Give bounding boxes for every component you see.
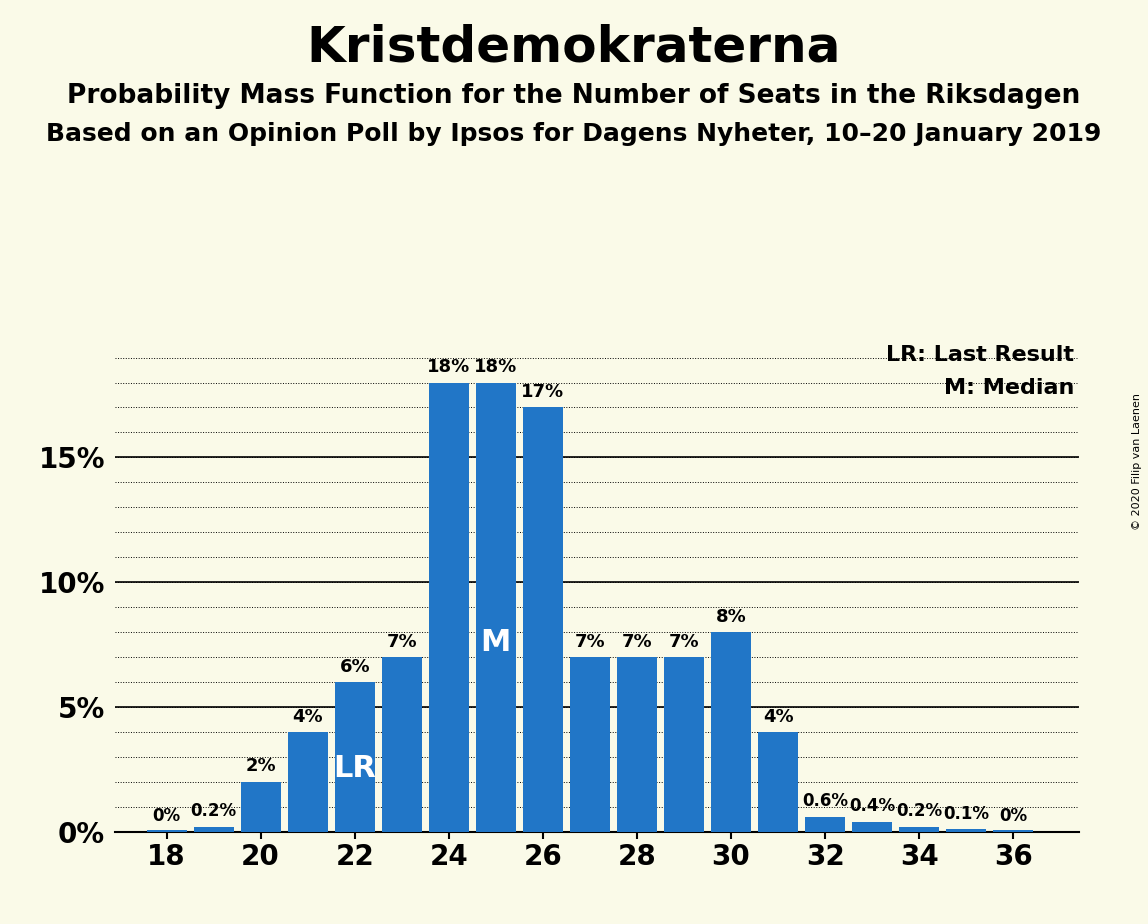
Text: Probability Mass Function for the Number of Seats in the Riksdagen: Probability Mass Function for the Number… [68, 83, 1080, 109]
Bar [429, 383, 468, 832]
Bar [758, 732, 798, 832]
Text: Kristdemokraterna: Kristdemokraterna [307, 23, 841, 71]
Text: 0.2%: 0.2% [897, 802, 943, 821]
Text: 0%: 0% [999, 808, 1027, 825]
Bar [475, 383, 515, 832]
Text: 0.4%: 0.4% [850, 797, 895, 815]
Bar [335, 682, 374, 832]
Text: 4%: 4% [293, 708, 323, 725]
Text: 0.6%: 0.6% [802, 793, 848, 810]
Text: 6%: 6% [340, 658, 370, 675]
Text: 2%: 2% [246, 758, 276, 775]
Text: LR: LR [333, 754, 377, 784]
Text: © 2020 Filip van Laenen: © 2020 Filip van Laenen [1132, 394, 1142, 530]
Bar [147, 831, 186, 832]
Bar [946, 829, 986, 832]
Text: 7%: 7% [668, 633, 699, 650]
Text: 7%: 7% [621, 633, 652, 650]
Bar [616, 657, 657, 832]
Text: 0.1%: 0.1% [944, 805, 990, 823]
Text: M: M [481, 628, 511, 658]
Bar [805, 817, 845, 832]
Bar [241, 782, 280, 832]
Text: 4%: 4% [762, 708, 793, 725]
Text: 0.2%: 0.2% [191, 802, 236, 821]
Bar [288, 732, 327, 832]
Text: Based on an Opinion Poll by Ipsos for Dagens Nyheter, 10–20 January 2019: Based on an Opinion Poll by Ipsos for Da… [46, 122, 1102, 146]
Bar [993, 831, 1033, 832]
Text: 0%: 0% [153, 808, 180, 825]
Bar [711, 632, 751, 832]
Text: 7%: 7% [387, 633, 417, 650]
Text: 18%: 18% [474, 359, 518, 376]
Bar [569, 657, 610, 832]
Bar [382, 657, 421, 832]
Bar [194, 827, 233, 832]
Text: 8%: 8% [715, 608, 746, 626]
Bar [899, 827, 939, 832]
Bar [852, 821, 892, 832]
Text: LR: Last Result: LR: Last Result [886, 345, 1075, 365]
Text: 7%: 7% [575, 633, 605, 650]
Text: 18%: 18% [427, 359, 471, 376]
Bar [664, 657, 704, 832]
Bar [522, 407, 563, 832]
Text: M: Median: M: Median [944, 378, 1075, 397]
Text: 17%: 17% [521, 383, 565, 401]
